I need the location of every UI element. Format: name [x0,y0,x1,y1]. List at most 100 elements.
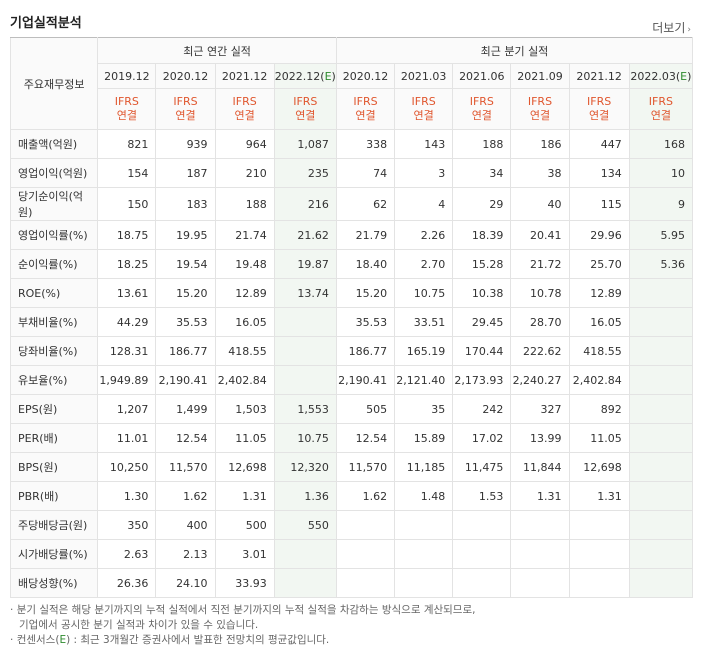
row-label: 당좌비율(%) [9,336,99,366]
table-cell: 186.77 [155,336,216,366]
ifrs-header: IFRS 연결 [97,88,157,130]
consolidated-label: 연결 [175,109,196,122]
table-cell: 74 [335,158,396,188]
ifrs-label: IFRS [173,95,198,108]
table-cell: 25.70 [568,249,630,279]
table-cell: 29 [452,187,512,221]
group-quarterly: 최근 분기 실적 [335,37,694,64]
table-cell: 3.01 [214,539,275,569]
row-label: 당기순이익(억원) [9,187,99,221]
table-cell: 18.75 [97,220,157,250]
table-cell: 170.44 [452,336,512,366]
period-header: 2022.12(E) [273,63,337,89]
table-cell: 12.89 [568,278,630,308]
table-cell [510,510,570,540]
table-cell: 18.25 [97,249,157,279]
consolidated-label: 연결 [355,109,376,122]
table-cell: 10 [628,158,694,188]
table-cell: 400 [155,510,216,540]
footnote-2: · 컨센서스(E) : 최근 3개월간 증권사에서 발표한 전망치의 평균값입니… [10,634,330,646]
table-cell: 13.99 [510,423,570,453]
table-cell: 338 [335,129,396,159]
table-cell: 13.74 [273,278,337,308]
table-cell: 1.31 [568,481,630,511]
table-cell [628,394,694,424]
table-row: PBR(배) 1.30 1.62 1.31 1.36 1.62 1.48 1.53 1.31 1.… [9,481,694,511]
more-label[interactable]: 더보기 [652,21,686,35]
period-header: 2021.09 [510,63,570,89]
table-cell: 1,503 [214,394,275,424]
table-cell: 19.48 [214,249,275,279]
ifrs-label: IFRS [114,95,139,108]
table-cell: 21.62 [273,220,337,250]
table-cell: 16.05 [214,307,275,337]
table-cell: 1.31 [510,481,570,511]
table-cell: 242 [452,394,512,424]
table-cell: 12.89 [214,278,275,308]
ifrs-header: IFRS 연결 [568,88,630,130]
table-cell: 210 [214,158,275,188]
table-cell: 3 [394,158,454,188]
table-cell: 222.62 [510,336,570,366]
period-label: 2022.03(E) [630,69,692,83]
table-cell [273,336,337,366]
consolidated-label: 연결 [650,109,671,122]
table-cell: 35.53 [335,307,396,337]
table-cell: 134 [568,158,630,188]
table-cell [510,539,570,569]
table-cell: 150 [97,187,157,221]
table-cell: 62 [335,187,396,221]
table-cell: 1.48 [394,481,454,511]
table-cell: 892 [568,394,630,424]
table-cell [628,539,694,569]
period-header: 2020.12 [335,63,396,89]
table-cell: 188 [452,129,512,159]
table-cell: 821 [97,129,157,159]
table-cell: 12,698 [568,452,630,482]
table-row: 영업이익(억원) 154 187 210 235 74 3 34 38 134 10 [9,158,694,188]
table-cell: 16.05 [568,307,630,337]
row-label: EPS(원) [9,394,99,424]
table-cell: 17.02 [452,423,512,453]
table-cell [628,481,694,511]
table-cell [628,568,694,598]
row-label: PER(배) [9,423,99,453]
table-cell: 216 [273,187,337,221]
table-cell: 187 [155,158,216,188]
table-cell: 2.63 [97,539,157,569]
table-cell: 350 [97,510,157,540]
table-cell: 21.74 [214,220,275,250]
table-cell [628,365,694,395]
table-cell: 2,190.41 [155,365,216,395]
ifrs-header: IFRS 연결 [394,88,454,130]
table-cell [568,539,630,569]
table-cell: 2.26 [394,220,454,250]
period-label: 2022.12(E) [274,69,336,83]
ifrs-label: IFRS [232,95,257,108]
table-cell [628,510,694,540]
row-label: 시가배당률(%) [9,539,99,569]
more-link[interactable]: 더보기 › [652,19,691,36]
footnote-1-cont: 기업에서 공시한 분기 실적과 차이가 있을 수 있습니다. [19,619,259,631]
table-cell [628,423,694,453]
footnote-1: · 분기 실적은 해당 분기까지의 누적 실적에서 직전 분기까지의 누적 실적… [10,604,476,616]
table-cell: 2,121.40 [394,365,454,395]
table-cell: 505 [335,394,396,424]
table-row: 영업이익률(%) 18.75 19.95 21.74 21.62 21.79 2.26 18.… [9,220,694,250]
table-cell: 9 [628,187,694,221]
table-cell [273,307,337,337]
chevron-right-icon: › [687,25,691,35]
table-cell: 1,207 [97,394,157,424]
table-cell: 2.13 [155,539,216,569]
table-row: PER(배) 11.01 12.54 11.05 10.75 12.54 15.89 17.0… [9,423,694,453]
footnotes: · 분기 실적은 해당 분기까지의 누적 실적에서 직전 분기까지의 누적 실적… [10,603,700,648]
table-cell: 13.61 [97,278,157,308]
table-cell: 1.31 [214,481,275,511]
table-cell: 186 [510,129,570,159]
table-cell [335,539,396,569]
row-label: ROE(%) [9,278,99,308]
table-cell: 11,570 [335,452,396,482]
table-cell: 5.36 [628,249,694,279]
consolidated-label: 연결 [116,109,137,122]
table-cell: 12.54 [335,423,396,453]
